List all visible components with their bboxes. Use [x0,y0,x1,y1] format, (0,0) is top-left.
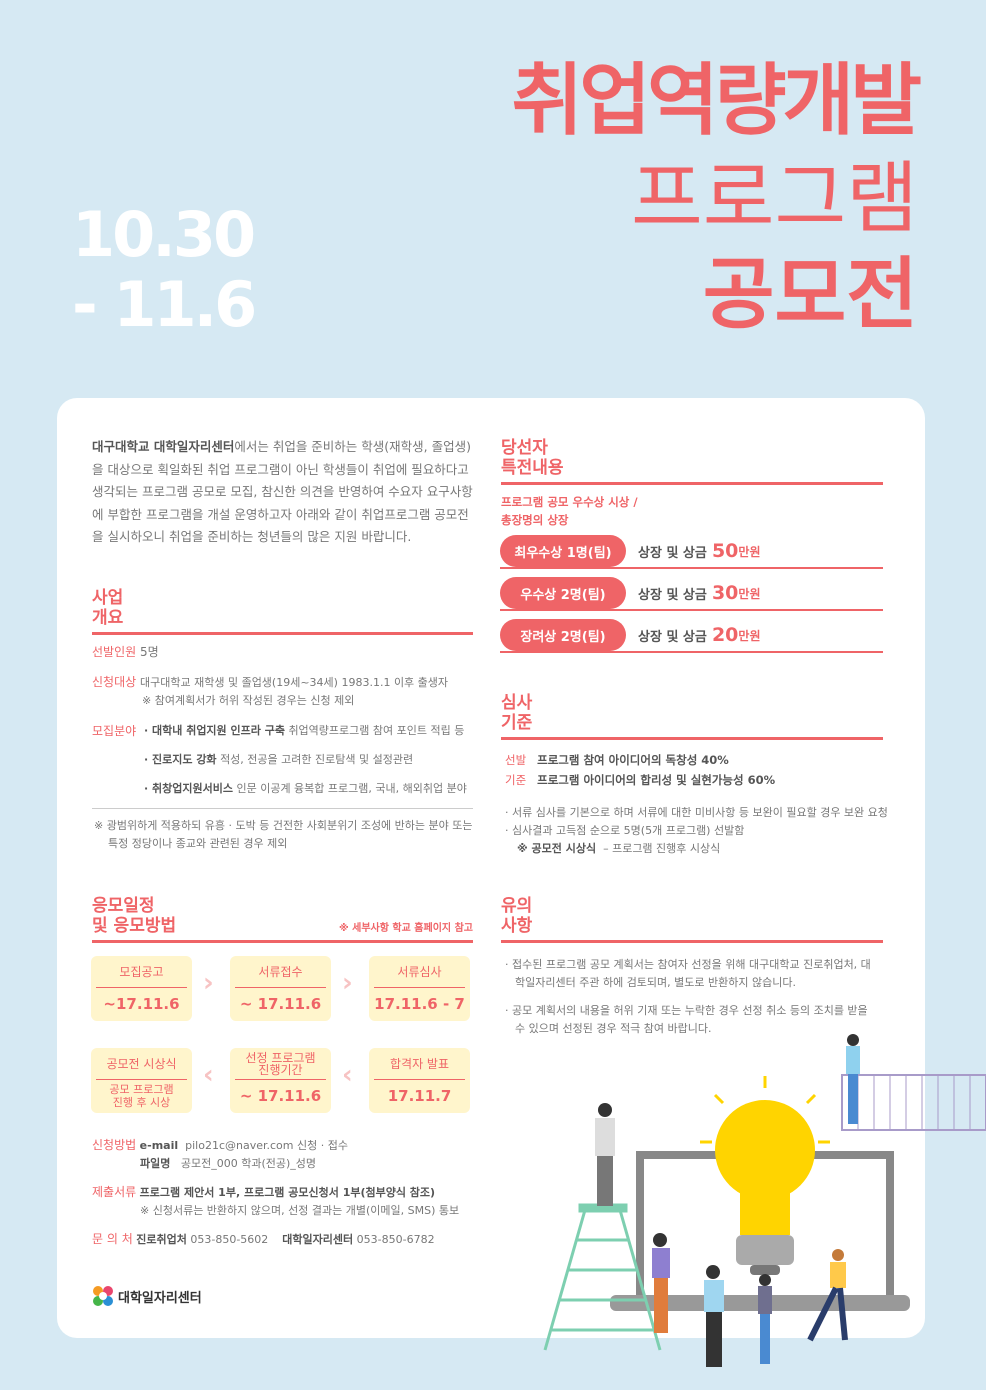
person-icon [704,1265,724,1367]
event-dates: 10.30 - 11.6 [72,198,257,341]
schedule-heading: 응모일정 및 응모방법 ※ 세부사항 학교 홈페이지 참고 [92,896,473,943]
criteria-items: 선발 프로그램 참여 아이디어의 독창성 40% 기준 프로그램 아이디어의 합… [505,753,776,787]
notes-list: · 접수된 프로그램 공모 계획서는 참여자 선정을 위해 대구대학교 진로취업… [505,958,871,1035]
criteria-notes: · 서류 심사를 기본으로 하며 서류에 대한 미비사항 등 보완이 필요할 경… [505,806,888,855]
illustration [543,1034,986,1367]
benefits-heading: 당선자 특전내용 [501,438,883,485]
step-box: 서류접수 ~ 17.11.6 [230,956,331,1021]
ladder-icon [543,1203,662,1351]
schedule-note: ※ 세부사항 학교 홈페이지 참고 [338,923,473,934]
person-icon [758,1274,772,1364]
title-line: 취업역량개발 [511,56,922,146]
logo: 대학일자리센터 [91,1284,202,1308]
arrow-right-icon: › [203,968,214,998]
arrow-left-icon: ‹ [342,1060,353,1090]
org-name: 대구대학교 대학일자리센터 [92,439,235,454]
prize-list: 최우수상 1명(팀) 상장 및 상금 50 만원 우수상 2명(팀) 상장 및 상금 … [500,535,883,653]
application-info: 신청방법 e-mail pilo21c@naver.com 신청 · 접수 파일… [92,1138,460,1246]
person-icon [652,1233,670,1333]
intro-body: 에서는 취업을 준비하는 학생(재학생, 졸업생)을 대상으로 획일화된 취업 … [92,439,473,544]
step-box: 합격자 발표 17.11.7 [369,1048,470,1113]
step-box: 모집공고 ~17.11.6 [91,956,192,1021]
person-icon [595,1103,615,1206]
date-end: - 11.6 [72,268,257,341]
arrow-left-icon: ‹ [203,1060,214,1090]
step-box: 서류심사 17.11.6 - 7 [369,956,470,1021]
prize-row: 최우수상 1명(팀) 상장 및 상금 50 만원 [500,535,883,569]
person-icon [807,1249,848,1342]
prize-row: 우수상 2명(팀) 상장 및 상금 30 만원 [500,577,883,611]
overview-heading: 사업 개요 [92,588,473,635]
person-icon [846,1034,860,1124]
lightbulb-icon [700,1076,830,1275]
title-line: 공모전 [702,250,918,340]
page-title: 취업역량개발 프로그램 공모전 [418,56,922,340]
title-line: 프로그램 [630,154,918,244]
benefits-sub: 프로그램 공모 우수상 시상 / 총장명의 상장 [501,495,638,527]
criteria-heading: 심사 기준 [501,693,883,740]
step-box: 선정 프로그램 진행기간 ~ 17.11.6 [230,1048,331,1113]
balcony-icon [841,1074,986,1131]
logo-icon [93,1286,113,1306]
step-box: 공모전 시상식 공모 프로그램 진행 후 시상 [91,1048,192,1113]
arrow-right-icon: › [342,968,353,998]
intro-text: 대구대학교 대학일자리센터에서는 취업을 준비하는 학생(재학생, 졸업생)을 … [92,436,478,549]
date-start: 10.30 [72,198,256,271]
overview-body: 선발인원 5명 신청대상 대구대학교 재학생 및 졸업생(19세~34세) 19… [92,643,482,853]
logo-text: 대학일자리센터 [118,1290,202,1306]
notes-heading: 유의 사항 [501,896,883,943]
prize-row: 장려상 2명(팀) 상장 및 상금 20 만원 [500,619,883,653]
